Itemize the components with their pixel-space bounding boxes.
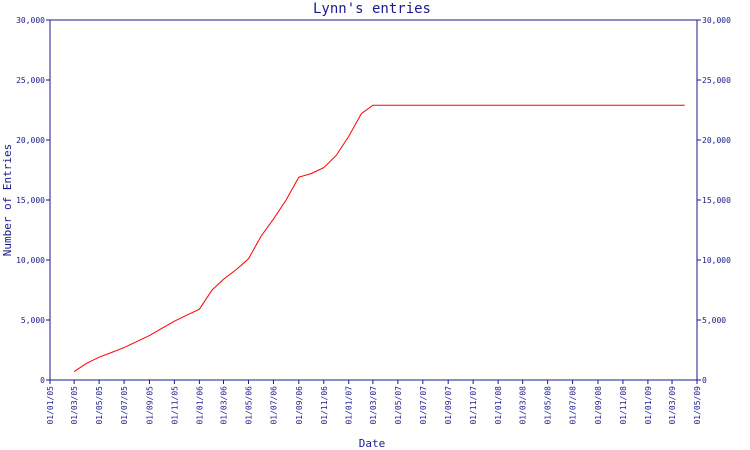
entries-series-line bbox=[73, 104, 685, 373]
y-tick-label-left: 30,000 bbox=[16, 16, 45, 25]
y-tick-label-left: 25,000 bbox=[16, 76, 45, 85]
y-tick-label-left: 5,000 bbox=[21, 316, 45, 325]
x-tick-label: 01/05/05 bbox=[95, 386, 104, 425]
x-tick-label: 01/01/05 bbox=[46, 386, 55, 425]
x-tick-label: 01/07/05 bbox=[120, 386, 129, 425]
y-tick-label-right: 0 bbox=[702, 376, 707, 385]
y-axis-label: Number of Entries bbox=[1, 144, 14, 257]
x-tick-label: 01/01/08 bbox=[494, 386, 503, 425]
x-tick-label: 01/03/05 bbox=[70, 386, 79, 425]
y-tick-label-right: 5,000 bbox=[702, 316, 726, 325]
y-tick-label-right: 30,000 bbox=[702, 16, 731, 25]
x-tick-label: 01/05/07 bbox=[394, 386, 403, 425]
x-tick-label: 01/09/05 bbox=[145, 386, 154, 425]
y-tick-label-right: 20,000 bbox=[702, 136, 731, 145]
x-tick-label: 01/09/06 bbox=[295, 386, 304, 425]
x-axis-label: Date bbox=[359, 437, 386, 450]
x-tick-label: 01/11/08 bbox=[619, 386, 628, 425]
x-tick-label: 01/07/07 bbox=[419, 386, 428, 425]
series-layer bbox=[73, 104, 685, 373]
x-tick-label: 01/11/05 bbox=[170, 386, 179, 425]
x-tick-label: 01/11/06 bbox=[320, 386, 329, 425]
y-tick-label-left: 10,000 bbox=[16, 256, 45, 265]
x-tick-label: 01/07/06 bbox=[269, 386, 278, 425]
x-tick-label: 01/01/07 bbox=[345, 386, 354, 425]
x-tick-label: 01/03/07 bbox=[369, 386, 378, 425]
x-tick-label: 01/03/08 bbox=[519, 386, 528, 425]
x-tick-label: 01/05/08 bbox=[544, 386, 553, 425]
x-tick-label: 01/11/07 bbox=[469, 386, 478, 425]
x-tick-label: 01/09/07 bbox=[444, 386, 453, 425]
y-tick-label-right: 15,000 bbox=[702, 196, 731, 205]
x-tick-label: 01/07/08 bbox=[569, 386, 578, 425]
x-tick-label: 01/05/09 bbox=[693, 386, 702, 425]
x-tick-label: 01/01/09 bbox=[644, 386, 653, 425]
y-tick-label-left: 20,000 bbox=[16, 136, 45, 145]
x-tick-label: 01/09/08 bbox=[594, 386, 603, 425]
x-tick-label: 01/05/06 bbox=[244, 386, 253, 425]
plot-frame bbox=[49, 19, 698, 381]
x-tick-label: 01/03/09 bbox=[668, 386, 677, 425]
y-tick-label-right: 25,000 bbox=[702, 76, 731, 85]
x-tick-label: 01/01/06 bbox=[195, 386, 204, 425]
axes: 0 0 5,000 5,000 10,000 10,000 15,000 15,000 20,0… bbox=[16, 16, 731, 425]
y-tick-label-left: 0 bbox=[40, 376, 45, 385]
x-tick-label: 01/03/06 bbox=[220, 386, 229, 425]
y-tick-label-left: 15,000 bbox=[16, 196, 45, 205]
y-tick-label-right: 10,000 bbox=[702, 256, 731, 265]
chart-title: Lynn's entries bbox=[313, 1, 431, 17]
